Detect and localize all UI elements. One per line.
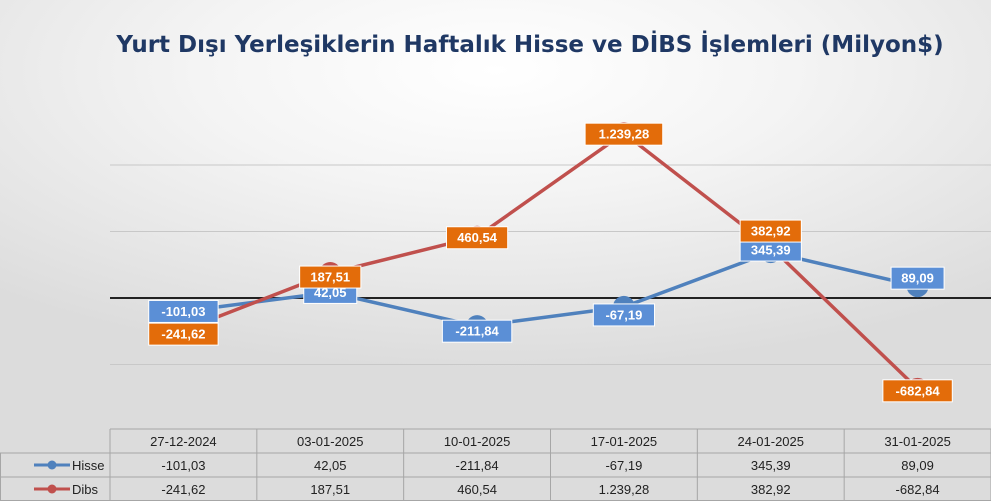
series-lines [182,131,919,391]
data-label-dibs-text: 1.239,28 [599,127,650,142]
data-label-hisse-box [441,319,513,343]
category-label: 03-01-2025 [297,434,364,449]
table-cell: 42,05 [314,458,347,473]
data-label-dibs-box [299,265,362,289]
category-label: 24-01-2025 [738,434,805,449]
data-label-dibs: -682,84 [882,379,953,403]
data-label-dibs-text: 382,92 [751,224,791,239]
data-label-hisse-text: 345,39 [751,243,791,258]
table-cell: 460,54 [457,482,497,497]
table-cell: -682,84 [896,482,940,497]
category-label: 27-12-2024 [150,434,217,449]
grid [110,164,991,365]
chart-title: Yurt Dışı Yerleşiklerin Haftalık Hisse v… [115,30,943,58]
category-label: 17-01-2025 [591,434,658,449]
data-label-dibs-box [584,122,664,146]
data-label-dibs-box [739,219,802,243]
legend-label-hisse: Hisse [72,458,105,473]
data-label-hisse-text: -67,19 [605,307,642,322]
table-cell: 1.239,28 [599,482,650,497]
category-label: 31-01-2025 [884,434,951,449]
table-cell: -211,84 [456,458,499,473]
data-label-hisse-box [890,266,945,290]
data-label-dibs-text: -682,84 [896,383,941,398]
legend-key-marker-hisse [47,460,57,470]
category-label: 10-01-2025 [444,434,511,449]
table-cell: -101,03 [161,458,205,473]
data-label-dibs: 1.239,28 [584,122,664,146]
data-label-hisse: -211,84 [441,319,513,343]
data-label-hisse-box [148,299,219,323]
data-label-hisse-text: 89,09 [901,271,934,286]
data-labels: -101,03 42,05 -211,84 -67,19 345,39 89,09 -241… [148,122,953,403]
data-label-hisse: -101,03 [148,299,219,323]
data-label-dibs: 460,54 [445,226,509,250]
table-cell: -241,62 [161,482,205,497]
data-label-dibs-box [148,322,219,346]
data-label-dibs-box [445,226,509,250]
data-label-hisse: 345,39 [739,238,802,262]
data-table: 27-12-2024 03-01-2025 10-01-2025 17-01-2025… [0,428,991,501]
table-cell: 345,39 [751,458,791,473]
data-label-dibs: 382,92 [739,219,802,243]
data-label-dibs-text: 187,51 [310,270,350,285]
data-label-hisse: -67,19 [592,303,656,327]
data-label-hisse: 89,09 [890,266,945,290]
legend-key-marker-dibs [47,484,57,494]
data-label-dibs: 187,51 [299,265,362,289]
data-label-hisse-text: -211,84 [455,324,499,339]
data-label-dibs-text: -241,62 [161,327,205,342]
data-label-hisse-text: 42,05 [314,285,347,300]
table-cell: 382,92 [751,482,791,497]
data-label-hisse-box [592,303,656,327]
table-cell: -67,19 [605,458,642,473]
data-label-hisse-text: -101,03 [161,304,205,319]
legend-label-dibs: Dibs [72,482,99,497]
table-cell: 89,09 [901,458,934,473]
table-cell: 187,51 [310,482,350,497]
data-label-dibs: -241,62 [148,322,219,346]
data-label-dibs-text: 460,54 [457,230,498,245]
data-label-dibs-box [882,379,953,403]
